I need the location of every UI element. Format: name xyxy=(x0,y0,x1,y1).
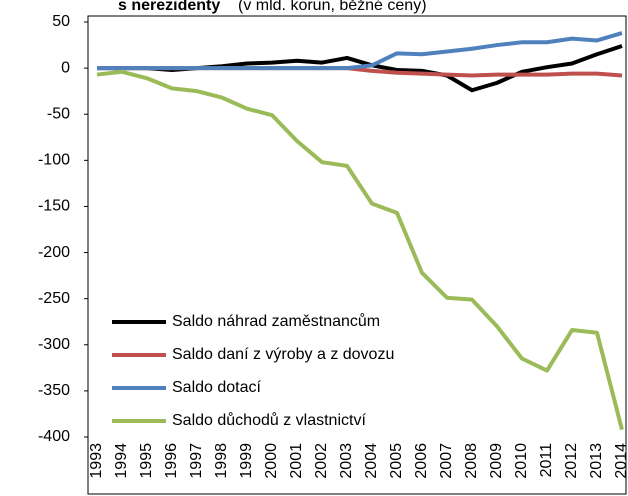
series-line xyxy=(97,31,623,71)
x-tick-label: 1998 xyxy=(213,443,230,479)
y-tick-label: 0 xyxy=(61,59,70,76)
x-tick-label: 2005 xyxy=(388,443,405,479)
chart-title: (v mld. korun, běžné ceny) xyxy=(238,0,427,14)
x-tick-label: 2012 xyxy=(563,443,580,479)
x-tick-label: 2013 xyxy=(588,443,605,479)
x-tick-label: 1996 xyxy=(163,443,180,479)
x-tick-label: 1995 xyxy=(138,443,155,479)
series-line xyxy=(96,69,624,431)
x-tick-label: 2011 xyxy=(538,443,555,478)
x-tick-label: 1999 xyxy=(238,443,255,479)
x-tick-label: 2002 xyxy=(313,443,330,479)
y-tick-label: -300 xyxy=(38,336,70,353)
y-tick-label: 50 xyxy=(52,13,70,30)
y-tick-label: -150 xyxy=(38,198,70,215)
legend-label: Saldo důchodů z vlastnictví xyxy=(172,411,366,429)
y-tick-label: -200 xyxy=(38,244,70,261)
y-tick-label: -250 xyxy=(38,290,70,307)
x-tick-label: 1994 xyxy=(113,443,130,479)
x-tick-label: 2014 xyxy=(613,443,628,479)
legend-label: Saldo daní z výroby a z dovozu xyxy=(172,346,394,363)
plot-frame xyxy=(87,15,627,495)
x-tick-label: 1993 xyxy=(88,443,105,479)
x-tick-label: 2010 xyxy=(513,443,530,479)
x-tick-label: 2007 xyxy=(438,443,455,479)
y-tick-label: -50 xyxy=(47,105,70,122)
legend-label: Saldo dotací xyxy=(172,379,262,396)
chart-title: s nerezidenty xyxy=(118,0,220,14)
y-tick-label: -350 xyxy=(38,382,70,399)
x-tick-label: 2003 xyxy=(338,443,355,479)
x-tick-label: 2000 xyxy=(263,443,280,479)
x-tick-label: 2004 xyxy=(363,443,380,479)
x-tick-label: 2006 xyxy=(413,443,430,479)
x-tick-label: 2009 xyxy=(488,443,505,479)
x-tick-label: 2008 xyxy=(463,443,480,479)
y-tick-label: -100 xyxy=(38,152,70,169)
legend-label: Saldo náhrad zaměstnancům xyxy=(172,312,380,330)
x-tick-label: 1997 xyxy=(188,443,205,479)
x-tick-label: 2001 xyxy=(288,443,305,479)
y-tick-label: -400 xyxy=(38,428,70,445)
